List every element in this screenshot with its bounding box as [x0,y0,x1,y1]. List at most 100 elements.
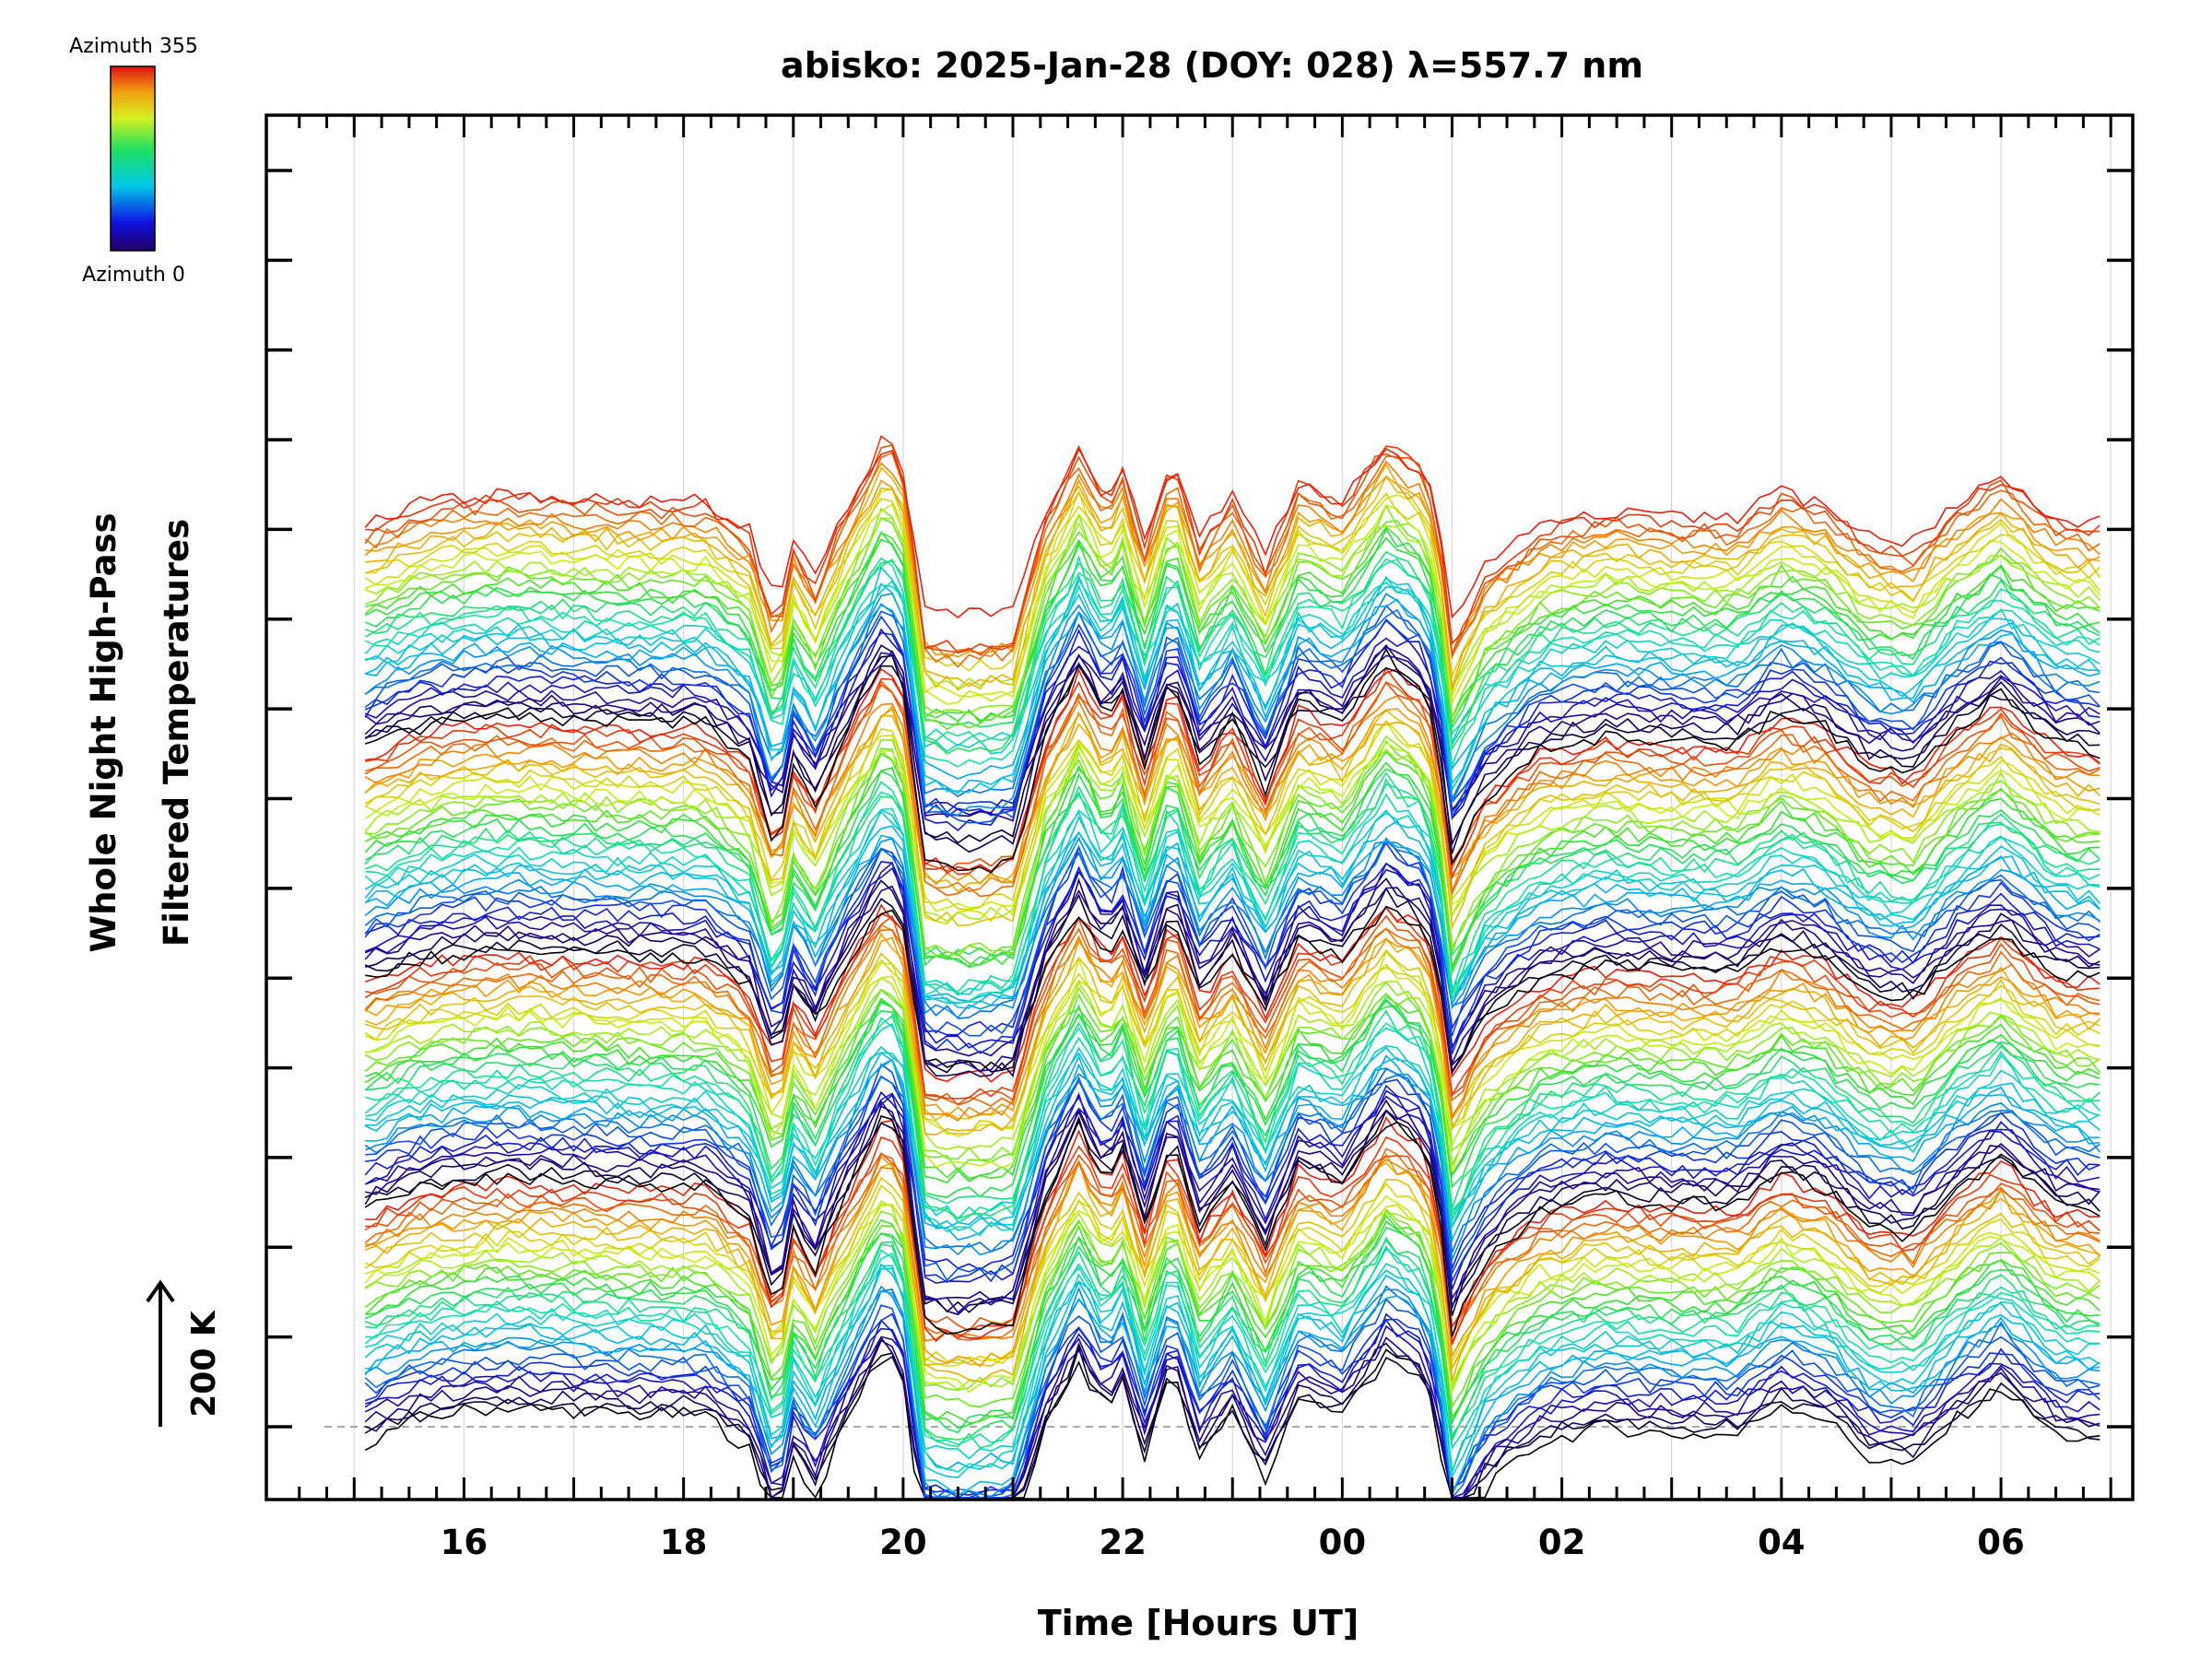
series-line [364,778,2100,960]
series-line [364,1090,2100,1314]
series-line [365,1044,2100,1220]
series-line [364,1194,2100,1394]
series-line [364,1245,2100,1473]
series-line [364,741,2100,912]
series-line [364,1285,2100,1498]
series-line [364,447,2100,619]
series-line [364,1312,2100,1499]
x-axis-label: Time [Hours UT] [1038,1603,1359,1643]
series-line [364,999,2100,1184]
series-line [365,735,2100,957]
series-line [364,650,2100,822]
series-line [364,720,2100,911]
series-line [365,435,2100,654]
series-line [365,492,2100,680]
series-line [364,1345,2100,1499]
y-axis-label-2: Filtered Temperatures [157,519,196,947]
series-line [364,1200,2100,1391]
series-line [365,463,2100,688]
x-tick-label: 20 [879,1523,927,1562]
series-line [364,1290,2100,1472]
series-line [364,924,2100,1122]
series-line [365,1063,2100,1282]
series-line [364,906,2100,1100]
series-line [364,830,2100,1006]
series-line [364,840,2100,1019]
series-line [364,836,2100,1019]
series-line [364,1084,2100,1272]
series-line [364,452,2100,668]
series-line [364,517,2100,691]
series-line [364,558,2100,743]
series-line [364,1074,2100,1256]
series-line [364,885,2100,1057]
series-line [364,1324,2100,1500]
series-line [365,782,2100,1004]
colorbar [110,65,156,252]
series-line [364,988,2100,1172]
series-line [364,932,2100,1136]
series-line [364,887,2100,1074]
series-line [365,598,2100,780]
series-line [364,603,2100,802]
series-line [364,995,2100,1180]
series-line [364,1099,2100,1316]
y-axis-label-line1: Whole Night High-Pass [84,512,124,952]
axis-ticks [266,115,2133,1500]
x-tick-label: 06 [1977,1523,2025,1562]
series-line [364,877,2100,1078]
series-line [364,809,2100,1005]
series-line [364,1119,2100,1316]
series-line [364,1058,2100,1263]
series-line [365,905,2100,1075]
x-tick-label: 04 [1758,1523,1806,1562]
series-line [364,714,2100,893]
series-line [365,575,2100,755]
x-tick-labels: 16 18 20 22 00 02 04 06 [441,1523,2025,1562]
series-line [365,1116,2100,1346]
series-line [364,761,2100,976]
series-line [364,579,2100,747]
series-line [364,1236,2100,1434]
series-line [364,646,2100,816]
series-line [364,502,2100,699]
series-line [364,527,2100,755]
series-line [364,488,2100,705]
colorbar-top-label: Azimuth 355 [69,35,198,58]
colorbar-bottom-label: Azimuth 0 [82,264,185,287]
series-line [364,618,2100,819]
series-line [364,1017,2100,1224]
series-line [365,999,2100,1220]
up-arrow-head [146,1279,175,1303]
scale-label: 200 K [185,1310,223,1418]
series-line [364,517,2100,731]
series-line [364,1203,2100,1368]
series-line [365,1100,2100,1301]
series-line [365,1135,2100,1339]
series-line [364,719,2100,924]
series-line [364,695,2100,893]
x-tick-label: 22 [1099,1523,1147,1562]
series-line [364,707,2100,886]
series-line [364,1312,2100,1499]
series-group [364,435,2100,1500]
plot-frame [265,113,2135,1501]
series-line [364,959,2100,1135]
series-line [364,861,2100,1036]
series-line [364,1052,2100,1230]
y-axis-label-line2: Filtered Temperatures [157,519,196,947]
series-line [364,460,2100,660]
series-line [364,976,2100,1150]
series-line [364,963,2100,1137]
series-line [364,582,2100,794]
series-line [364,1159,2100,1382]
series-line [364,927,2100,1107]
series-line [364,1209,2100,1409]
series-line [365,1075,2100,1284]
x-tick-label: 16 [441,1523,488,1562]
series-line [365,1045,2100,1231]
series-line [364,680,2100,898]
series-line [364,1159,2100,1342]
